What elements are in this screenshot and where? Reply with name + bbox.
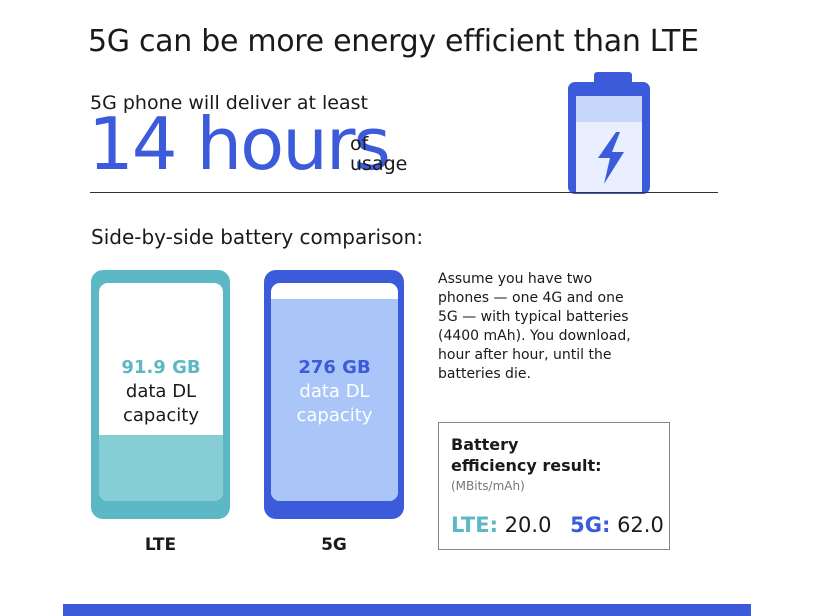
headline-suffix-line2: usage	[350, 153, 408, 175]
5g-label: 5G	[321, 535, 347, 555]
result-title-line1: Battery	[451, 435, 519, 454]
lte-battery-fill	[99, 435, 223, 501]
page-title: 5G can be more energy efficient than LTE	[88, 24, 699, 59]
result-5g-value: 62.0	[617, 513, 664, 537]
5g-capacity-desc-line1: data DL	[299, 381, 370, 402]
comparison-heading: Side-by-side battery comparison:	[91, 225, 424, 249]
assumption-line: 5G — with typical batteries	[438, 309, 629, 325]
result-unit: (MBits/mAh)	[451, 479, 525, 493]
5g-capacity-value: 276 GB	[298, 357, 371, 378]
5g-capacity-text: 276 GB data DL capacity	[271, 356, 398, 428]
5g-capacity-desc-line2: capacity	[296, 405, 373, 426]
result-box	[438, 422, 670, 550]
assumption-line: (4400 mAh). You download,	[438, 328, 631, 344]
assumption-line: batteries die.	[438, 366, 531, 382]
assumption-line: phones — one 4G and one	[438, 290, 624, 306]
footer-bar	[63, 604, 751, 616]
divider	[90, 192, 718, 193]
lte-capacity-desc-line2: capacity	[123, 405, 199, 426]
assumption-text: Assume you have two phones — one 4G and …	[438, 270, 658, 384]
headline-big-number: 14 hours	[88, 102, 391, 186]
result-values: LTE: 20.0 5G: 62.0	[451, 513, 664, 537]
result-lte-value: 20.0	[504, 513, 552, 537]
headline-suffix: of usage	[350, 134, 407, 174]
result-title: Battery efficiency result:	[451, 434, 651, 476]
headline-suffix-line1: of	[350, 133, 369, 155]
result-5g-label: 5G:	[570, 513, 611, 537]
assumption-line: Assume you have two	[438, 271, 593, 287]
lte-capacity-desc-line1: data DL	[125, 381, 197, 402]
lte-capacity-text: 91.9 GB data DL capacity	[99, 356, 223, 428]
5g-battery-fill	[271, 299, 398, 501]
result-title-line2: efficiency result:	[451, 456, 602, 475]
headline-intro: 5G phone will deliver at least	[90, 92, 368, 114]
lte-capacity-value: 91.9 GB	[121, 357, 201, 378]
assumption-line: hour after hour, until the	[438, 347, 612, 363]
result-lte-label: LTE:	[451, 513, 498, 537]
lte-label: LTE	[144, 535, 177, 555]
battery-charging-icon	[568, 72, 650, 194]
